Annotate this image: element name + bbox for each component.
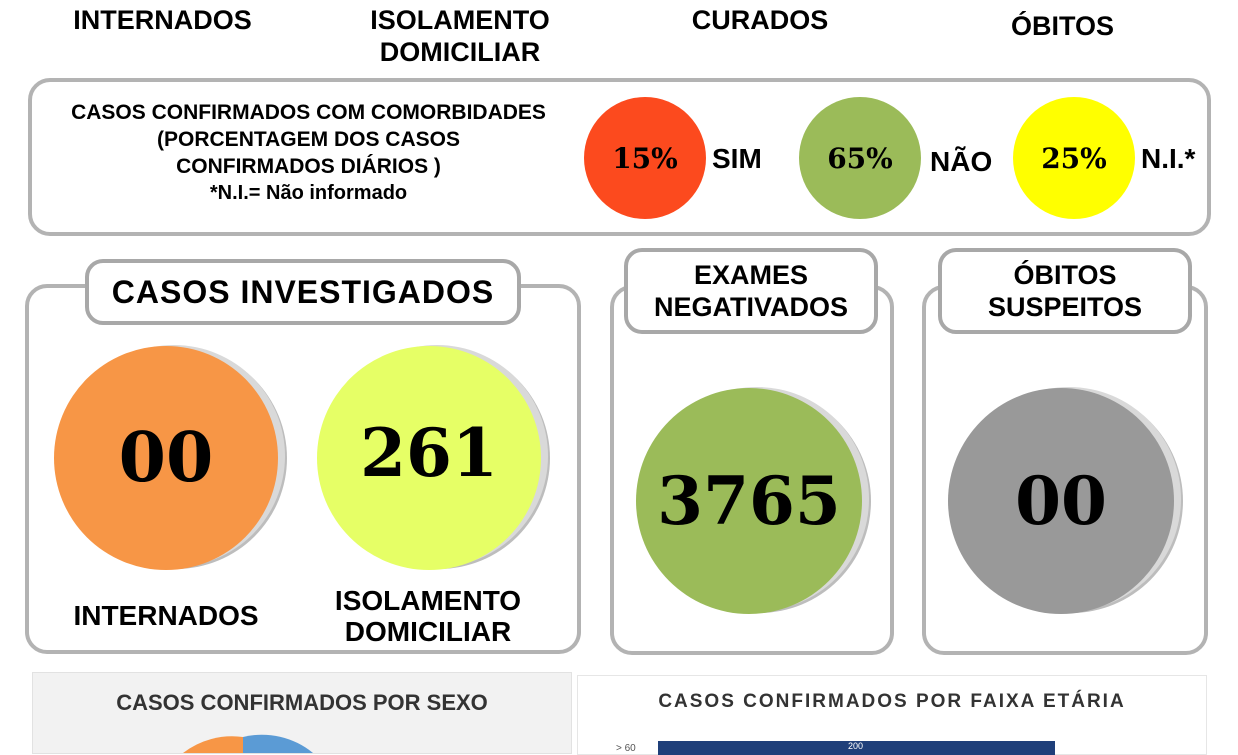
- obitos-suspeitos-circle: 00: [948, 388, 1174, 614]
- investigados-isolamento-value: 261: [360, 414, 498, 492]
- faixa-chart-title: CASOS CONFIRMADOS POR FAIXA ETÁRIA: [658, 691, 1126, 712]
- negativados-title: EXAMES NEGATIVADOS: [624, 248, 878, 334]
- investigados-isolamento-circle: 261: [317, 346, 541, 570]
- comorbidade-sim-circle: 15%: [584, 97, 706, 219]
- comorbidade-ni-value: 25%: [1041, 141, 1107, 175]
- faixa-category-label: > 60: [616, 743, 636, 754]
- comorbidade-ni-circle: 25%: [1013, 97, 1135, 219]
- faixa-bar: 200: [658, 741, 1055, 755]
- negativados-value: 3765: [657, 462, 841, 540]
- header-obitos: ÓBITOS: [1010, 11, 1115, 41]
- comorbidade-nao-label: NÃO: [930, 146, 993, 177]
- header-curados: CURADOS: [691, 5, 829, 35]
- investigados-title: CASOS INVESTIGADOS: [85, 259, 521, 325]
- sexo-pie-chart: [183, 734, 313, 753]
- pie-slice-1: [183, 736, 243, 753]
- sexo-chart-card: CASOS CONFIRMADOS POR SEXO: [32, 672, 572, 754]
- comorbidade-nao-circle: 65%: [799, 97, 921, 219]
- comorbidades-caption: CASOS CONFIRMADOS COM COMORBIDADES (PORC…: [71, 101, 546, 204]
- faixa-chart-card: CASOS CONFIRMADOS POR FAIXA ETÁRIA > 60 …: [577, 675, 1207, 755]
- investigados-isolamento-label: ISOLAMENTO DOMICILIAR: [334, 585, 522, 647]
- pie-slice-2: [243, 734, 313, 753]
- investigados-internados-circle: 00: [54, 346, 278, 570]
- comorbidade-ni-label: N.I.*: [1141, 143, 1196, 174]
- header-isolamento-domiciliar: ISOLAMENTO DOMICILIAR: [370, 5, 550, 67]
- faixa-bar-value: 200: [848, 741, 864, 751]
- comorbidade-sim-label: SIM: [712, 143, 762, 174]
- sexo-chart-title: CASOS CONFIRMADOS POR SEXO: [116, 690, 488, 715]
- comorbidade-sim-value: 15%: [612, 141, 678, 175]
- negativados-circle: 3765: [636, 388, 862, 614]
- header-internados: INTERNADOS: [73, 5, 252, 35]
- obitos-suspeitos-value: 00: [1015, 462, 1107, 540]
- obitos-suspeitos-title: ÓBITOS SUSPEITOS: [938, 248, 1192, 334]
- investigados-internados-label: INTERNADOS: [73, 600, 259, 631]
- comorbidade-nao-value: 65%: [827, 141, 893, 175]
- investigados-internados-value: 00: [118, 418, 214, 498]
